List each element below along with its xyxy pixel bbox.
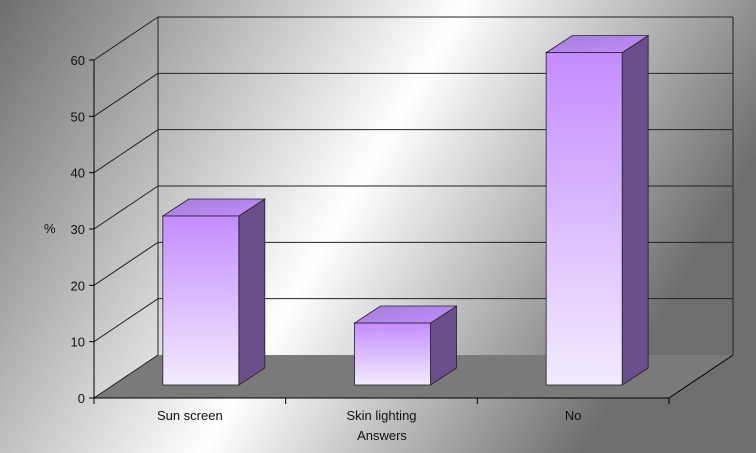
y-tick-label: 60 bbox=[71, 53, 85, 68]
x-tick-label: Sun screen bbox=[157, 408, 223, 423]
bar bbox=[353, 305, 458, 386]
y-tick-label: 10 bbox=[71, 335, 85, 350]
bar-side bbox=[238, 198, 266, 386]
floor-right-edge bbox=[668, 354, 734, 399]
x-axis-title: Answers bbox=[357, 428, 407, 443]
axes bbox=[89, 59, 734, 404]
gridline-diagonal bbox=[93, 72, 159, 117]
y-tick-label: 20 bbox=[71, 278, 85, 293]
x-tick-label: Skin lighting bbox=[346, 408, 416, 423]
x-tick-label: No bbox=[565, 408, 582, 423]
bar bbox=[544, 34, 650, 386]
y-axis-title: % bbox=[44, 221, 56, 236]
gridline-diagonal bbox=[93, 129, 159, 174]
y-tick-labels: 0 10 20 30 40 50 60 bbox=[71, 53, 85, 406]
gridline-diagonal bbox=[93, 185, 159, 230]
gridline-diagonal bbox=[93, 354, 159, 399]
y-tick-label: 50 bbox=[71, 109, 85, 124]
bars bbox=[161, 34, 650, 386]
y-tick-label: 30 bbox=[71, 222, 85, 237]
gridline-diagonal bbox=[93, 16, 159, 61]
gridline-diagonal bbox=[93, 241, 159, 286]
y-tick-label: 0 bbox=[78, 391, 85, 406]
bar-front bbox=[545, 52, 623, 386]
gridline-diagonal bbox=[93, 298, 159, 343]
y-tick-label: 40 bbox=[71, 166, 85, 181]
bar-side bbox=[621, 34, 649, 386]
bar-front bbox=[354, 322, 431, 386]
x-tick-labels: Sun screen Skin lighting No bbox=[157, 408, 582, 423]
bar bbox=[161, 198, 267, 386]
bar-front bbox=[162, 215, 240, 386]
